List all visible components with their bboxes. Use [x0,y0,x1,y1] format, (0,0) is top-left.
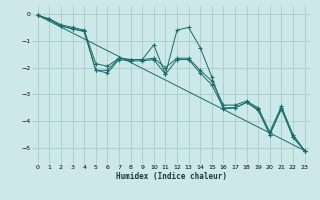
X-axis label: Humidex (Indice chaleur): Humidex (Indice chaleur) [116,172,227,181]
